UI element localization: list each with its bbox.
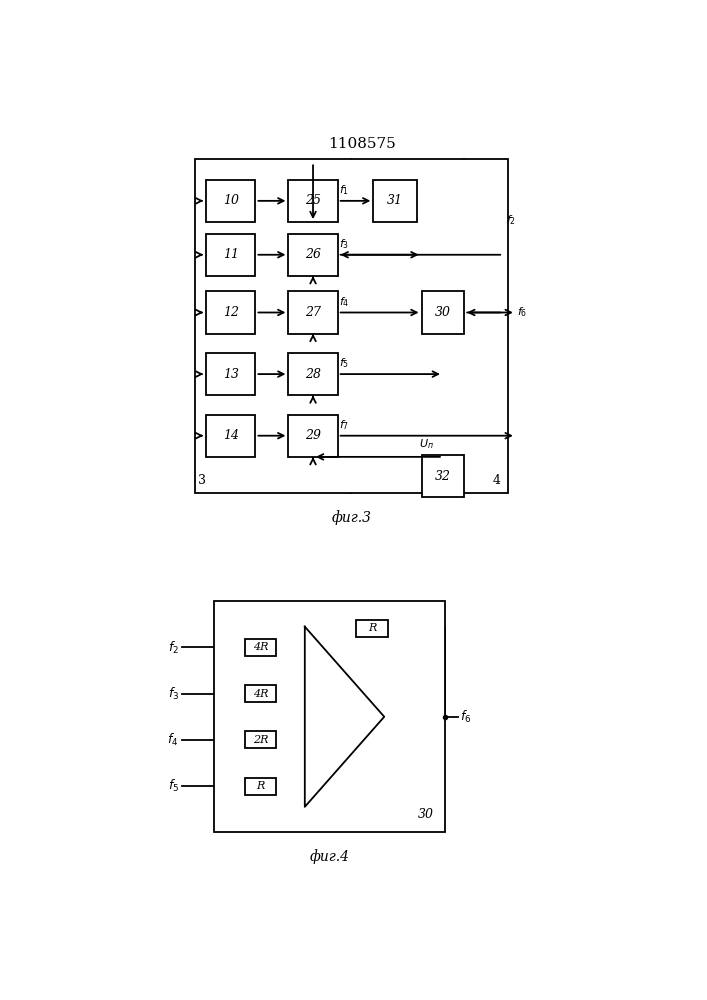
Text: 28: 28 [305, 368, 321, 381]
Text: R: R [256, 781, 264, 791]
FancyBboxPatch shape [206, 291, 255, 334]
Text: 2R: 2R [252, 735, 268, 745]
Text: 12: 12 [223, 306, 239, 319]
Text: $f_3$: $f_3$ [168, 686, 179, 702]
FancyBboxPatch shape [214, 601, 445, 832]
FancyBboxPatch shape [288, 180, 338, 222]
Text: $f_1$: $f_1$ [339, 183, 349, 197]
FancyBboxPatch shape [245, 731, 276, 748]
Text: $f_7$: $f_7$ [339, 418, 349, 432]
FancyBboxPatch shape [245, 778, 276, 795]
Text: фиг.3: фиг.3 [332, 510, 371, 525]
FancyBboxPatch shape [356, 620, 388, 637]
Text: 4R: 4R [252, 642, 268, 652]
Text: 31: 31 [387, 194, 403, 207]
FancyBboxPatch shape [421, 455, 464, 497]
Text: 29: 29 [305, 429, 321, 442]
Text: $f_4$: $f_4$ [168, 732, 179, 748]
Text: 27: 27 [305, 306, 321, 319]
Text: $f_4$: $f_4$ [339, 295, 350, 309]
Text: 10: 10 [223, 194, 239, 207]
Text: $f_2$: $f_2$ [506, 213, 516, 227]
FancyBboxPatch shape [206, 234, 255, 276]
Text: фиг.4: фиг.4 [310, 849, 349, 864]
Text: 14: 14 [223, 429, 239, 442]
Text: 25: 25 [305, 194, 321, 207]
Text: $f_6$: $f_6$ [517, 306, 527, 319]
Text: R: R [368, 623, 376, 633]
FancyBboxPatch shape [206, 415, 255, 457]
Text: 26: 26 [305, 248, 321, 261]
Text: 13: 13 [223, 368, 239, 381]
Text: 4: 4 [492, 474, 501, 487]
Text: 3: 3 [198, 474, 206, 487]
FancyBboxPatch shape [245, 685, 276, 702]
Text: $f_5$: $f_5$ [168, 778, 179, 794]
Text: 32: 32 [435, 470, 451, 483]
Text: 11: 11 [223, 248, 239, 261]
FancyBboxPatch shape [288, 353, 338, 395]
Text: 1108575: 1108575 [329, 137, 396, 151]
FancyBboxPatch shape [421, 291, 464, 334]
Text: $f_5$: $f_5$ [339, 356, 349, 370]
FancyBboxPatch shape [288, 234, 338, 276]
FancyBboxPatch shape [288, 291, 338, 334]
FancyBboxPatch shape [373, 180, 417, 222]
Text: $U_п$: $U_п$ [419, 437, 433, 451]
Text: 30: 30 [417, 808, 433, 821]
FancyBboxPatch shape [206, 180, 255, 222]
FancyBboxPatch shape [288, 415, 338, 457]
FancyBboxPatch shape [195, 158, 508, 493]
Text: $f_2$: $f_2$ [168, 639, 179, 656]
Text: 30: 30 [435, 306, 451, 319]
FancyBboxPatch shape [245, 639, 276, 656]
FancyBboxPatch shape [206, 353, 255, 395]
Text: 4R: 4R [252, 689, 268, 699]
Text: $f_3$: $f_3$ [339, 237, 349, 251]
Text: $f_6$: $f_6$ [460, 709, 472, 725]
